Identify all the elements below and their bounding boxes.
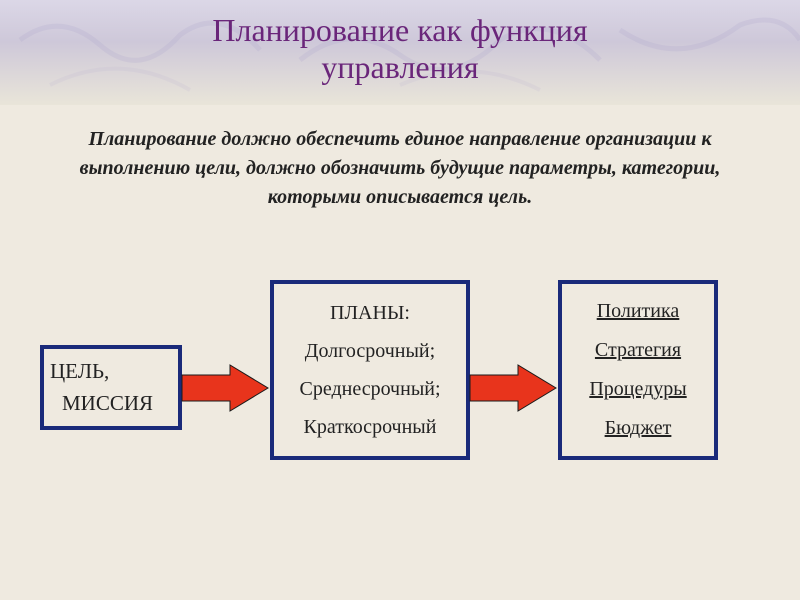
box2-line2: Долгосрочный; [282, 332, 458, 370]
box2-line3: Среднесрочный; [282, 370, 458, 408]
box-outputs: Политика Стратегия Процедуры Бюджет [558, 280, 718, 460]
box3-line4: Бюджет [570, 409, 706, 448]
box-goal-mission: ЦЕЛЬ, МИССИЯ [40, 345, 182, 430]
box2-line4: Краткосрочный [282, 408, 458, 446]
box3-line2: Стратегия [570, 331, 706, 370]
box1-line2: МИССИЯ [50, 388, 172, 420]
box3-line3: Процедуры [570, 370, 706, 409]
title-line-1: Планирование как функция [212, 12, 587, 48]
page-title: Планирование как функция управления [0, 12, 800, 86]
box2-line1: ПЛАНЫ: [282, 294, 458, 332]
arrow-1 [180, 363, 272, 413]
subtitle-text: Планирование должно обеспечить единое на… [70, 125, 730, 212]
box1-line1: ЦЕЛЬ, [50, 356, 172, 388]
box3-line1: Политика [570, 292, 706, 331]
box-plans: ПЛАНЫ: Долгосрочный; Среднесрочный; Крат… [270, 280, 470, 460]
flowchart-container: ЦЕЛЬ, МИССИЯ ПЛАНЫ: Долгосрочный; Средне… [40, 280, 770, 460]
arrow-2 [468, 363, 560, 413]
title-line-2: управления [321, 49, 478, 85]
